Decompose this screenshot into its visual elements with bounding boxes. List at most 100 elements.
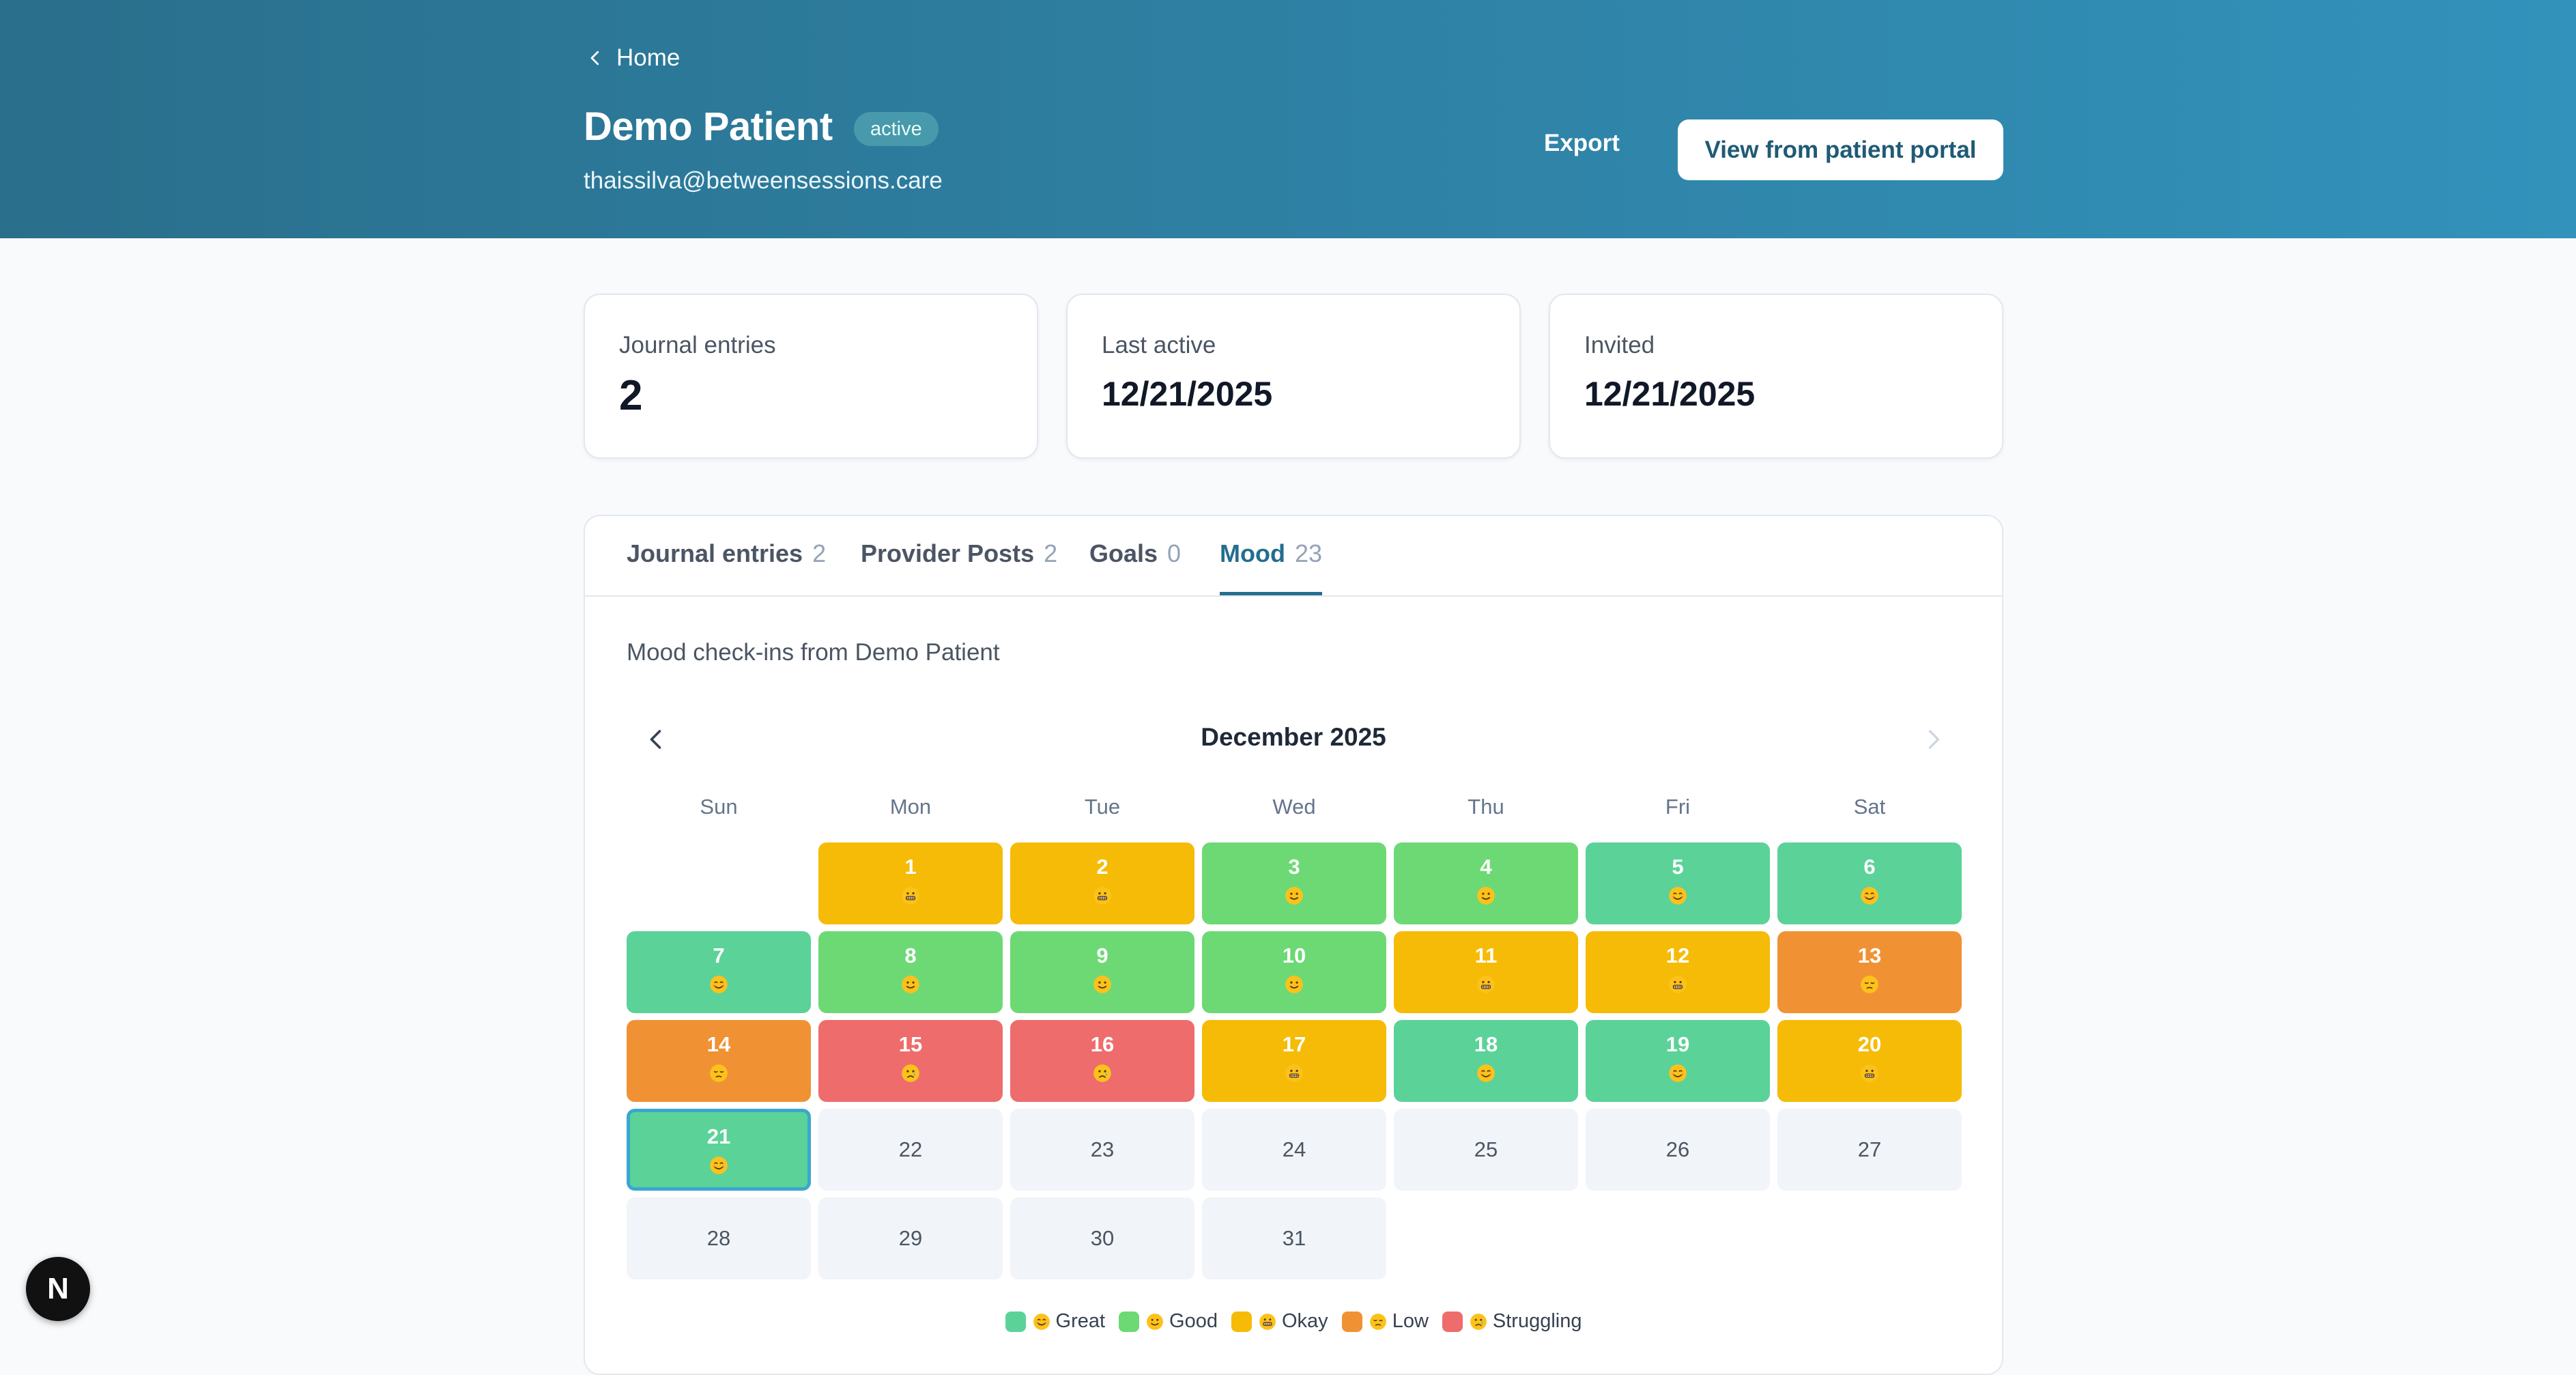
legend-label: Great <box>1055 1310 1106 1332</box>
weekday-label: Mon <box>889 795 932 819</box>
legend-item-okay: Okay <box>1231 1310 1328 1333</box>
day-number: 10 <box>1282 944 1306 967</box>
pensive-icon <box>710 1064 728 1082</box>
grimace-icon <box>1669 976 1687 993</box>
calendar-day[interactable]: 10 <box>1202 931 1386 1013</box>
view-patient-portal-button[interactable]: View from patient portal <box>1678 119 2003 180</box>
calendar-day[interactable]: 27 <box>1777 1109 1962 1191</box>
calendar-day[interactable]: 18 <box>1394 1020 1578 1102</box>
calendar-day[interactable]: 12 <box>1586 931 1770 1013</box>
day-number: 19 <box>1665 1032 1690 1056</box>
calendar-day[interactable]: 7 <box>627 931 811 1013</box>
tab-count: 2 <box>812 539 827 567</box>
calendar-day[interactable]: 15 <box>818 1020 1003 1102</box>
tab-count: 2 <box>1044 539 1058 567</box>
smile-icon <box>1477 1064 1495 1082</box>
calendar-day[interactable]: 31 <box>1202 1197 1386 1279</box>
day-number: 9 <box>1096 944 1108 967</box>
tab-provider-posts[interactable]: Provider Posts 2 <box>861 539 1057 595</box>
stat-value: 12/21/2025 <box>1102 375 1273 413</box>
day-number: 18 <box>1474 1032 1498 1056</box>
tab-label: Journal entries <box>627 539 803 567</box>
patient-tabs-panel: Journal entries 2 Provider Posts 2 Goals 0 … <box>584 515 2003 1375</box>
calendar-day[interactable]: 9 <box>1010 931 1194 1013</box>
slight-smile-icon <box>1477 887 1495 905</box>
nextjs-dev-badge[interactable]: N <box>26 1257 90 1321</box>
slight-smile-icon <box>1147 1313 1163 1330</box>
calendar-day[interactable]: 1 <box>818 842 1003 924</box>
patient-email: thaissilva@betweensessions.care <box>584 167 943 194</box>
legend-label: Low <box>1392 1310 1429 1332</box>
day-number: 3 <box>1288 855 1300 879</box>
calendar-day[interactable]: 5 <box>1586 842 1770 924</box>
tab-mood[interactable]: Mood 23 <box>1220 539 1323 595</box>
tab-goals[interactable]: Goals 0 <box>1089 539 1181 595</box>
weekday-label: Wed <box>1272 795 1316 819</box>
calendar-day[interactable]: 29 <box>818 1197 1003 1279</box>
status-badge: active <box>854 112 939 146</box>
mood-legend: Great Good Okay Low Struggling <box>585 1310 2002 1333</box>
day-number: 13 <box>1857 944 1882 967</box>
weekday-label: Thu <box>1468 795 1504 819</box>
export-button[interactable]: Export <box>1544 130 1620 156</box>
legend-label: Good <box>1169 1310 1218 1332</box>
calendar-day[interactable]: 25 <box>1394 1109 1578 1191</box>
day-number: 2 <box>1096 855 1108 879</box>
calendar-day[interactable]: 30 <box>1010 1197 1194 1279</box>
crying-icon <box>1093 1064 1111 1082</box>
smile-icon <box>710 1157 728 1174</box>
grimace-icon <box>1285 1064 1303 1082</box>
legend-label: Struggling <box>1492 1310 1582 1332</box>
day-number: 14 <box>706 1032 731 1056</box>
tab-bar: Journal entries 2 Provider Posts 2 Goals 0 … <box>585 516 2002 597</box>
mood-subtitle: Mood check-ins from Demo Patient <box>627 639 1000 666</box>
day-number: 16 <box>1090 1032 1115 1056</box>
calendar-day[interactable]: 6 <box>1777 842 1962 924</box>
slight-smile-icon <box>1285 887 1303 905</box>
calendar-day[interactable]: 28 <box>627 1197 811 1279</box>
next-month-button[interactable] <box>1909 715 1957 763</box>
day-number: 28 <box>706 1226 731 1250</box>
calendar-day[interactable]: 23 <box>1010 1109 1194 1191</box>
calendar-day[interactable]: 17 <box>1202 1020 1386 1102</box>
legend-item-good: Good <box>1119 1310 1218 1333</box>
weekday-label: Tue <box>1084 795 1121 819</box>
calendar-day[interactable]: 16 <box>1010 1020 1194 1102</box>
breadcrumb-home[interactable]: Home <box>585 42 680 74</box>
day-number: 31 <box>1282 1226 1306 1250</box>
legend-label: Okay <box>1282 1310 1328 1332</box>
day-number: 20 <box>1857 1032 1882 1056</box>
calendar-day[interactable]: 22 <box>818 1109 1003 1191</box>
day-number: 12 <box>1665 944 1690 967</box>
calendar-day[interactable]: 19 <box>1586 1020 1770 1102</box>
day-number: 4 <box>1480 855 1492 879</box>
smile-icon <box>1861 887 1878 905</box>
calendar-day[interactable]: 20 <box>1777 1020 1962 1102</box>
calendar-day[interactable]: 2 <box>1010 842 1194 924</box>
calendar-day[interactable]: 24 <box>1202 1109 1386 1191</box>
stat-value: 12/21/2025 <box>1584 375 1756 413</box>
previous-month-button[interactable] <box>633 715 681 763</box>
legend-swatch <box>1005 1311 1026 1332</box>
patient-name: Demo Patient <box>584 104 833 149</box>
smile-icon <box>710 976 728 993</box>
calendar-day[interactable]: 3 <box>1202 842 1386 924</box>
legend-item-great: Great <box>1005 1310 1106 1333</box>
calendar-day[interactable]: 14 <box>627 1020 811 1102</box>
chevron-left-icon <box>650 730 661 749</box>
calendar-day[interactable]: 4 <box>1394 842 1578 924</box>
calendar-day[interactable]: 11 <box>1394 931 1578 1013</box>
calendar-day-selected[interactable]: 21 <box>627 1109 811 1191</box>
day-number: 7 <box>713 944 725 967</box>
calendar-day[interactable]: 8 <box>818 931 1003 1013</box>
calendar-day[interactable]: 26 <box>1586 1109 1770 1191</box>
day-number: 1 <box>904 855 917 879</box>
day-number: 11 <box>1474 944 1498 967</box>
calendar-day[interactable]: 13 <box>1777 931 1962 1013</box>
grimace-icon <box>1861 1064 1878 1082</box>
tab-journal-entries[interactable]: Journal entries 2 <box>627 539 826 595</box>
smile-icon <box>1669 887 1687 905</box>
day-number: 26 <box>1665 1137 1690 1161</box>
tab-count: 0 <box>1167 539 1182 567</box>
day-number: 5 <box>1672 855 1684 879</box>
